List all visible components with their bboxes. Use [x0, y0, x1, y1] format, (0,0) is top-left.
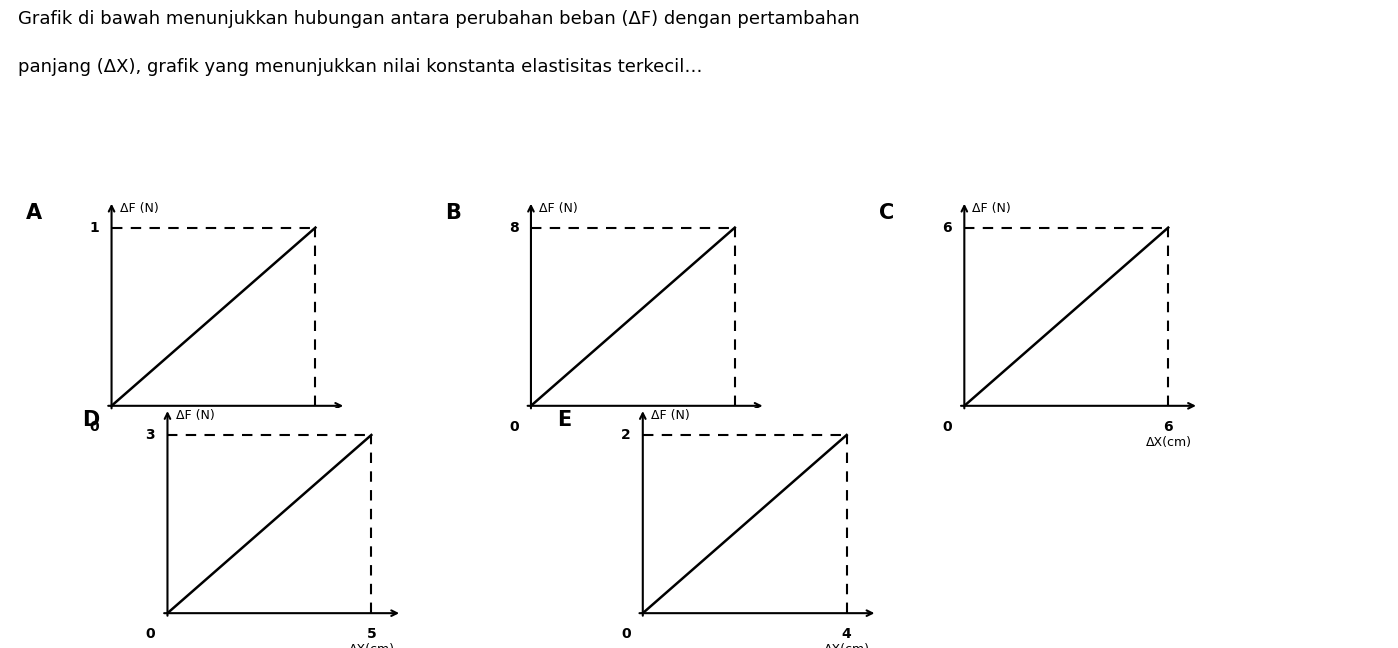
Text: 4: 4 — [842, 627, 851, 642]
Text: Grafik di bawah menunjukkan hubungan antara perubahan beban (ΔF) dengan pertamba: Grafik di bawah menunjukkan hubungan ant… — [18, 10, 860, 28]
Text: 6: 6 — [1163, 420, 1173, 434]
Text: ΔX(cm): ΔX(cm) — [294, 436, 338, 449]
Text: 3: 3 — [730, 420, 740, 434]
Text: ΔX(cm): ΔX(cm) — [713, 436, 758, 449]
Text: 1: 1 — [89, 220, 99, 235]
Text: 0: 0 — [509, 420, 519, 434]
Text: 8: 8 — [509, 220, 519, 235]
Text: C: C — [879, 203, 893, 223]
Text: A: A — [27, 203, 42, 223]
Text: ΔX(cm): ΔX(cm) — [1146, 436, 1191, 449]
Text: 0: 0 — [942, 420, 952, 434]
Text: 6: 6 — [942, 220, 952, 235]
Text: ΔF (N): ΔF (N) — [540, 202, 577, 215]
Text: 2: 2 — [621, 428, 630, 442]
Text: 3: 3 — [145, 428, 155, 442]
Text: D: D — [82, 410, 99, 430]
Text: E: E — [558, 410, 572, 430]
Text: 0: 0 — [89, 420, 99, 434]
Text: 0: 0 — [145, 627, 155, 642]
Text: panjang (ΔX), grafik yang menunjukkan nilai konstanta elastisitas terkecil…: panjang (ΔX), grafik yang menunjukkan ni… — [18, 58, 703, 76]
Text: ΔX(cm): ΔX(cm) — [825, 643, 870, 648]
Text: ΔF (N): ΔF (N) — [176, 410, 214, 422]
Text: ΔX(cm): ΔX(cm) — [350, 643, 394, 648]
Text: 5: 5 — [366, 627, 376, 642]
Text: ΔF (N): ΔF (N) — [120, 202, 158, 215]
Text: B: B — [446, 203, 461, 223]
Text: 0: 0 — [621, 627, 630, 642]
Text: ΔF (N): ΔF (N) — [973, 202, 1011, 215]
Text: 8: 8 — [310, 420, 320, 434]
Text: ΔF (N): ΔF (N) — [651, 410, 689, 422]
